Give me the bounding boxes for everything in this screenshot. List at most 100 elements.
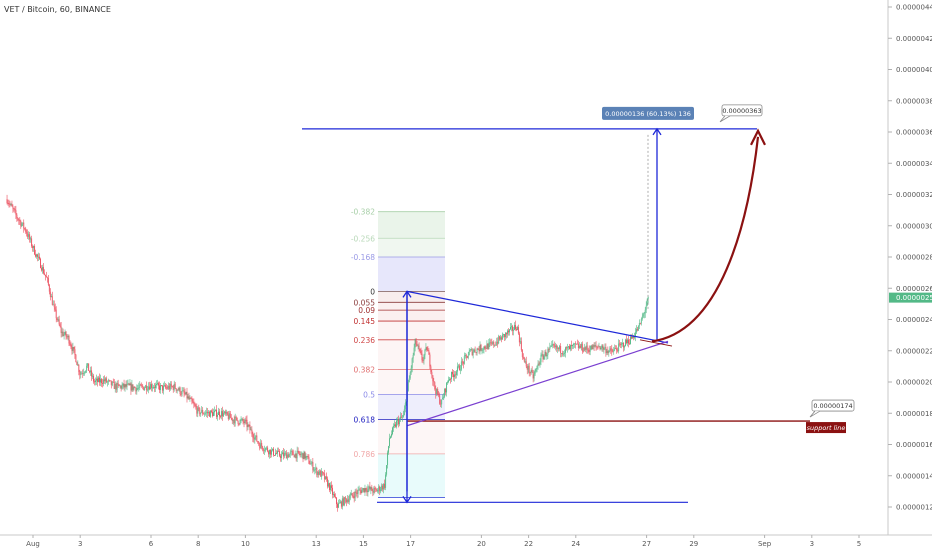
candle-body xyxy=(283,453,285,457)
candle-body xyxy=(139,384,141,388)
x-tick-label: 24 xyxy=(571,540,580,548)
candle-body xyxy=(617,350,619,352)
candle-body xyxy=(410,367,412,373)
candle-body xyxy=(441,399,443,405)
candle-body xyxy=(524,361,526,363)
candle-body xyxy=(327,478,329,487)
candle-body xyxy=(208,411,210,414)
triangle-upper-line[interactable] xyxy=(406,290,669,344)
candle-body xyxy=(146,385,148,391)
fib-level-label: 0.09 xyxy=(358,306,375,315)
candle-body xyxy=(551,344,553,346)
candle-body xyxy=(560,346,562,354)
measure-label: 0.00000136 (60.13%) 136 xyxy=(605,110,691,118)
candle-body xyxy=(91,370,93,377)
candle-body xyxy=(13,208,15,210)
candle-body xyxy=(61,331,63,333)
candle-body xyxy=(313,469,315,471)
candle-body xyxy=(293,454,295,458)
candle-body xyxy=(115,384,117,390)
candle-body xyxy=(306,456,308,457)
candle-body xyxy=(80,374,82,375)
triangle-lower-line[interactable] xyxy=(406,340,669,427)
candle-body xyxy=(73,346,75,350)
candle-body xyxy=(71,347,73,351)
candle-body xyxy=(335,496,336,498)
fib-level-label: 0.618 xyxy=(354,416,376,425)
candle-body xyxy=(330,485,332,491)
candle-body xyxy=(267,447,269,452)
candle-body xyxy=(585,345,587,350)
candle-body xyxy=(110,380,112,386)
candle-body xyxy=(94,381,96,383)
candle-body xyxy=(535,368,537,372)
candle-body xyxy=(99,377,100,383)
candle-body xyxy=(261,442,263,447)
candle-body xyxy=(319,470,321,475)
candle-body xyxy=(470,349,472,351)
candle-body xyxy=(207,411,209,414)
candle-body xyxy=(269,449,271,455)
candle-body xyxy=(93,375,95,382)
candle-body xyxy=(381,485,383,490)
candle-body xyxy=(246,419,248,428)
candle-body xyxy=(604,347,606,349)
candle-body xyxy=(122,383,124,386)
candle-body xyxy=(130,383,132,391)
fib-level-label: 0.382 xyxy=(354,366,376,375)
fib-zone xyxy=(378,291,445,303)
candle-body xyxy=(481,349,483,351)
fib-level-label: 0 xyxy=(370,287,375,296)
candle-body xyxy=(242,418,244,422)
candle-body xyxy=(287,454,289,458)
candle-body xyxy=(605,347,607,354)
candle-body xyxy=(241,418,243,420)
support-price-box xyxy=(811,399,855,412)
candle-body xyxy=(465,354,467,357)
projected-path[interactable] xyxy=(651,136,760,343)
support-price-label: 0.00000174 xyxy=(813,402,852,410)
candle-body xyxy=(309,463,311,465)
candle-body xyxy=(265,448,267,451)
candle-body xyxy=(97,378,98,382)
candle-body xyxy=(362,488,364,490)
candle-body xyxy=(150,384,152,390)
candle-body xyxy=(505,333,507,338)
time-axis[interactable]: Aug 3 6 8 10 13 15 17 20 22 24 27 29 Sep 3 5 xyxy=(26,535,861,548)
candle-body xyxy=(545,351,547,357)
candle-body xyxy=(245,419,247,421)
candle-body xyxy=(291,451,293,453)
candle-body xyxy=(233,419,235,424)
last-price-badge xyxy=(889,292,932,303)
candle-body xyxy=(131,384,133,391)
candle-body xyxy=(583,347,585,352)
candle-body xyxy=(34,245,36,255)
candle-body xyxy=(606,350,608,354)
candle-body xyxy=(364,488,366,493)
candle-body xyxy=(345,499,347,503)
candle-body xyxy=(239,420,241,424)
candle-body xyxy=(456,366,458,372)
candle-body xyxy=(525,361,527,367)
candle-body xyxy=(60,326,62,333)
candle-body xyxy=(389,438,391,447)
candle-body xyxy=(491,342,493,344)
candle-body xyxy=(127,383,129,385)
candle-body xyxy=(424,349,426,356)
candle-body xyxy=(374,488,376,489)
candle-body xyxy=(632,336,634,338)
fib-level-label: 0.236 xyxy=(354,336,376,345)
candle-body xyxy=(508,330,509,333)
candle-body xyxy=(318,471,320,475)
candle-body xyxy=(423,355,425,361)
candle-body xyxy=(396,419,398,421)
candle-body xyxy=(594,345,596,347)
measure-label-box xyxy=(602,106,694,120)
fib-zone xyxy=(378,238,445,257)
candle-body xyxy=(499,336,501,340)
drawings[interactable]: 0.00000136 (60.13%) 136 0.00000363 0.00000… xyxy=(302,104,855,504)
